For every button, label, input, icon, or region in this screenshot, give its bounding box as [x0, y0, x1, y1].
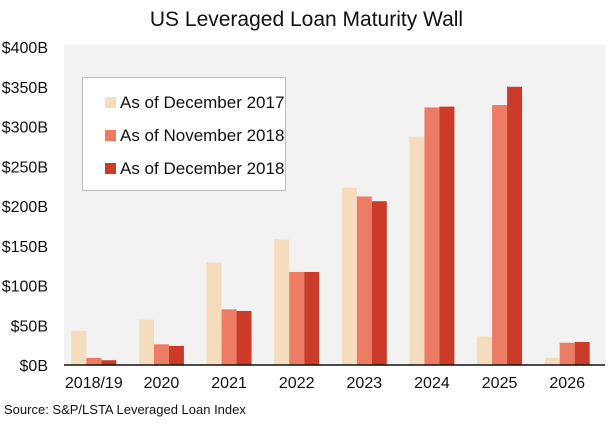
y-tick-label: $0B	[20, 358, 48, 375]
x-tick-label: 2021	[211, 375, 247, 392]
bar	[507, 86, 523, 365]
legend-swatch	[105, 130, 116, 141]
legend-label: As of December 2018	[120, 158, 285, 178]
y-tick-label: $250B	[2, 159, 48, 176]
y-tick-label: $50B	[11, 318, 48, 335]
x-tick-label: 2022	[279, 375, 315, 392]
bar	[356, 196, 372, 365]
bar	[274, 239, 290, 365]
x-tick-label: 2025	[482, 375, 518, 392]
source-note: Source: S&P/LSTA Leveraged Loan Index	[4, 402, 246, 417]
x-tick-label: 2023	[347, 375, 383, 392]
legend-swatch	[105, 163, 116, 174]
bar	[304, 271, 320, 365]
bar	[101, 360, 117, 365]
bar	[138, 319, 154, 365]
bar	[371, 201, 387, 365]
y-tick-label: $300B	[2, 120, 48, 137]
bar	[341, 187, 357, 365]
bar	[559, 342, 575, 365]
bar	[153, 344, 169, 365]
legend-item: As of December 2017	[83, 86, 285, 119]
bar	[206, 262, 222, 365]
bar	[492, 105, 508, 365]
legend-item: As of November 2018	[83, 119, 285, 152]
legend-swatch	[105, 97, 116, 108]
y-tick-label: $350B	[2, 80, 48, 97]
y-tick-label: $400B	[2, 40, 48, 57]
chart-title: US Leveraged Loan Maturity Wall	[149, 8, 464, 31]
bar	[544, 357, 560, 365]
bar	[71, 330, 87, 365]
legend: As of December 2017 As of November 2018 …	[82, 77, 286, 191]
bar	[409, 136, 425, 365]
x-tick-label: 2020	[144, 375, 180, 392]
legend-label: As of November 2018	[120, 125, 285, 145]
x-tick-label: 2024	[414, 375, 450, 392]
bar	[168, 345, 184, 365]
x-tick-label: 2026	[549, 375, 585, 392]
y-tick-label: $200B	[2, 199, 48, 216]
bar	[86, 357, 102, 365]
bar	[574, 341, 590, 365]
y-tick-label: $150B	[2, 239, 48, 256]
x-tick-label: 2018/19	[65, 375, 123, 392]
bar	[477, 336, 493, 365]
bar	[236, 310, 252, 365]
legend-label: As of December 2017	[120, 92, 285, 112]
y-tick-label: $100B	[2, 279, 48, 296]
bar	[439, 106, 455, 365]
legend-item: As of December 2018	[83, 152, 285, 185]
bar	[221, 309, 237, 365]
bar	[424, 107, 440, 366]
bar	[289, 271, 305, 365]
